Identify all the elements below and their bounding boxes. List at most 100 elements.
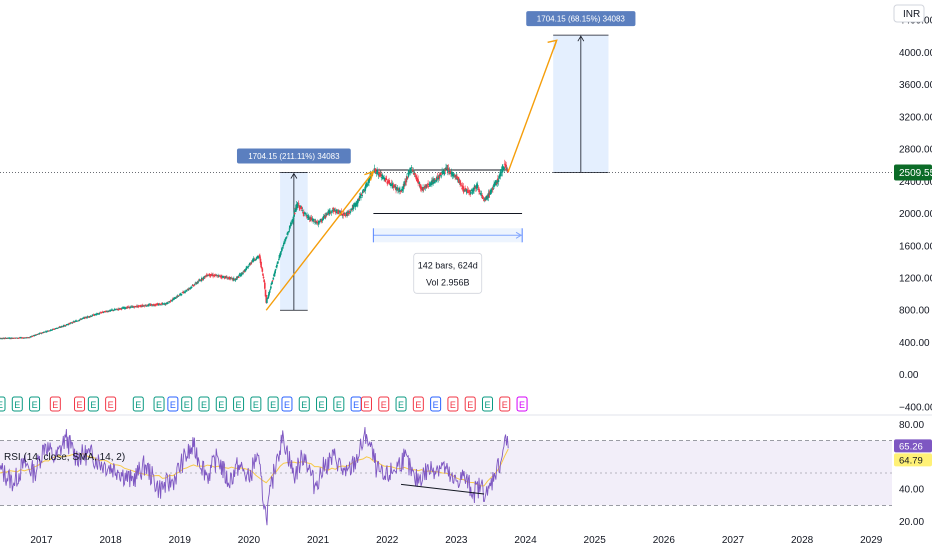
candle-body	[398, 190, 401, 191]
candle-body	[281, 246, 284, 248]
earnings-marker[interactable]	[105, 396, 117, 412]
candle-body	[463, 190, 466, 192]
earnings-marker[interactable]	[333, 396, 345, 412]
candle-body	[285, 238, 287, 240]
candle-body	[216, 276, 219, 278]
earnings-marker[interactable]	[29, 396, 41, 412]
rsi-divergence-line[interactable]	[400, 483, 485, 495]
candle-body	[34, 335, 37, 336]
candle-body	[496, 179, 499, 184]
earnings-marker[interactable]	[181, 396, 193, 412]
earnings-marker[interactable]	[499, 396, 511, 412]
candle-body	[457, 177, 460, 180]
earnings-marker[interactable]	[87, 396, 99, 412]
earnings-marker[interactable]	[49, 396, 61, 412]
earnings-marker[interactable]	[11, 396, 23, 412]
earnings-marker-label: E	[218, 400, 224, 410]
candle-body	[20, 337, 23, 339]
candle-body	[203, 276, 206, 278]
candle-body	[384, 179, 387, 182]
candle-body	[152, 304, 155, 306]
candle-body	[31, 336, 33, 338]
earnings-marker[interactable]	[281, 396, 293, 412]
projection-line[interactable]	[507, 40, 558, 172]
earnings-marker[interactable]	[481, 396, 493, 412]
candle-body	[495, 180, 497, 186]
candle-body	[276, 261, 279, 264]
candle-body	[317, 221, 320, 225]
measure-label-right: 1704.15 (68.15%) 34083	[537, 15, 626, 24]
earnings-marker[interactable]	[153, 396, 165, 412]
earnings-marker[interactable]	[395, 396, 407, 412]
earnings-marker-label: E	[433, 400, 439, 410]
candle-body	[486, 196, 488, 200]
candle-body	[1, 338, 4, 340]
earnings-marker[interactable]	[430, 396, 442, 412]
earnings-marker[interactable]	[132, 396, 144, 412]
candle-body	[330, 211, 333, 213]
earnings-marker[interactable]	[316, 396, 328, 412]
earnings-marker-label: E	[450, 400, 456, 410]
earnings-marker[interactable]	[215, 396, 227, 412]
candle-body	[380, 177, 383, 178]
current-price-badge[interactable]	[894, 164, 932, 181]
earnings-marker[interactable]	[447, 396, 459, 412]
earnings-marker-label: E	[135, 400, 141, 410]
current-price-label: 2509.55	[899, 168, 932, 179]
currency-box[interactable]	[893, 4, 925, 23]
earnings-marker[interactable]	[74, 396, 86, 412]
candle-body	[85, 317, 87, 318]
candle-body	[257, 256, 260, 258]
candle-body	[96, 313, 99, 314]
earnings-marker-label: E	[284, 400, 290, 410]
trendline-up[interactable]	[265, 171, 374, 311]
earnings-marker[interactable]	[360, 396, 372, 412]
candle-body	[263, 279, 265, 283]
earnings-marker[interactable]	[233, 396, 245, 412]
candle-body	[264, 289, 267, 297]
earnings-marker[interactable]	[167, 396, 179, 412]
earnings-markers: EEEEEEEEEEEEEEEEEEEEEEEEEEEEEEE	[0, 396, 528, 412]
candle-body	[245, 268, 247, 270]
candle-body	[136, 306, 138, 308]
earnings-marker[interactable]	[378, 396, 390, 412]
candle-body	[396, 187, 399, 189]
candle-body	[459, 183, 462, 185]
earnings-marker-label: E	[156, 400, 162, 410]
earnings-marker-label: E	[381, 400, 387, 410]
candle-body	[116, 309, 119, 311]
candle-body	[438, 178, 440, 180]
rsi-indicator-title[interactable]: RSI (14, close, SMA, 14, 2)	[4, 452, 125, 463]
candle-body	[390, 182, 393, 184]
earnings-marker-label: E	[301, 400, 307, 410]
earnings-marker[interactable]	[412, 396, 424, 412]
earnings-marker[interactable]	[198, 396, 210, 412]
earnings-marker-label: E	[170, 400, 176, 410]
candle-body	[301, 210, 304, 212]
time-axis-tick: 2017	[30, 535, 53, 546]
candle-body	[347, 211, 350, 213]
candle-body	[6, 338, 8, 340]
earnings-marker[interactable]	[250, 396, 262, 412]
candle-body	[435, 179, 438, 182]
candle-body	[233, 278, 236, 281]
candle-body	[503, 167, 505, 170]
candle-body	[318, 221, 321, 223]
candle-body	[268, 290, 271, 293]
candle-body	[112, 310, 115, 311]
candle-body	[412, 170, 415, 172]
candle-body	[271, 280, 274, 282]
candle-body	[460, 184, 463, 186]
candle-body	[301, 208, 303, 209]
candle-body	[419, 183, 421, 186]
earnings-marker-label: E	[519, 400, 525, 410]
earnings-marker[interactable]	[267, 396, 279, 412]
candle-body	[180, 294, 183, 296]
earnings-marker[interactable]	[516, 396, 528, 412]
earnings-marker[interactable]	[464, 396, 476, 412]
candle-body	[329, 212, 332, 214]
earnings-marker[interactable]	[0, 396, 6, 412]
earnings-marker[interactable]	[298, 396, 310, 412]
candle-body	[463, 189, 465, 191]
